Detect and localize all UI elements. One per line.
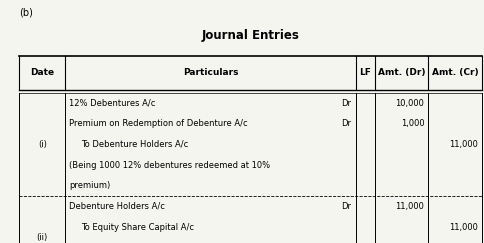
Text: (b): (b) [19, 7, 33, 17]
Text: 11,000: 11,000 [395, 202, 424, 211]
Text: Dr: Dr [341, 99, 351, 108]
Text: (Being 1000 12% debentures redeemed at 10%: (Being 1000 12% debentures redeemed at 1… [69, 161, 271, 170]
Text: 1,000: 1,000 [401, 119, 424, 128]
Text: Premium on Redemption of Debenture A/c: Premium on Redemption of Debenture A/c [69, 119, 248, 128]
Text: To Equity Share Capital A/c: To Equity Share Capital A/c [81, 223, 194, 232]
Text: 11,000: 11,000 [449, 223, 478, 232]
Text: Date: Date [30, 68, 54, 78]
Text: Dr: Dr [341, 119, 351, 128]
Text: LF: LF [360, 68, 371, 78]
Text: 10,000: 10,000 [395, 99, 424, 108]
Text: Dr: Dr [341, 202, 351, 211]
Text: Amt. (Dr): Amt. (Dr) [378, 68, 425, 78]
Text: Particulars: Particulars [183, 68, 238, 78]
Text: 11,000: 11,000 [449, 140, 478, 149]
Text: (i): (i) [38, 140, 47, 149]
Text: Journal Entries: Journal Entries [201, 29, 300, 42]
Text: premium): premium) [69, 181, 110, 190]
Text: To Debenture Holders A/c: To Debenture Holders A/c [81, 140, 189, 149]
Text: Amt. (Cr): Amt. (Cr) [432, 68, 478, 78]
Text: (ii): (ii) [37, 233, 48, 242]
Text: 12% Debentures A/c: 12% Debentures A/c [69, 99, 155, 108]
Text: Debenture Holders A/c: Debenture Holders A/c [69, 202, 165, 211]
